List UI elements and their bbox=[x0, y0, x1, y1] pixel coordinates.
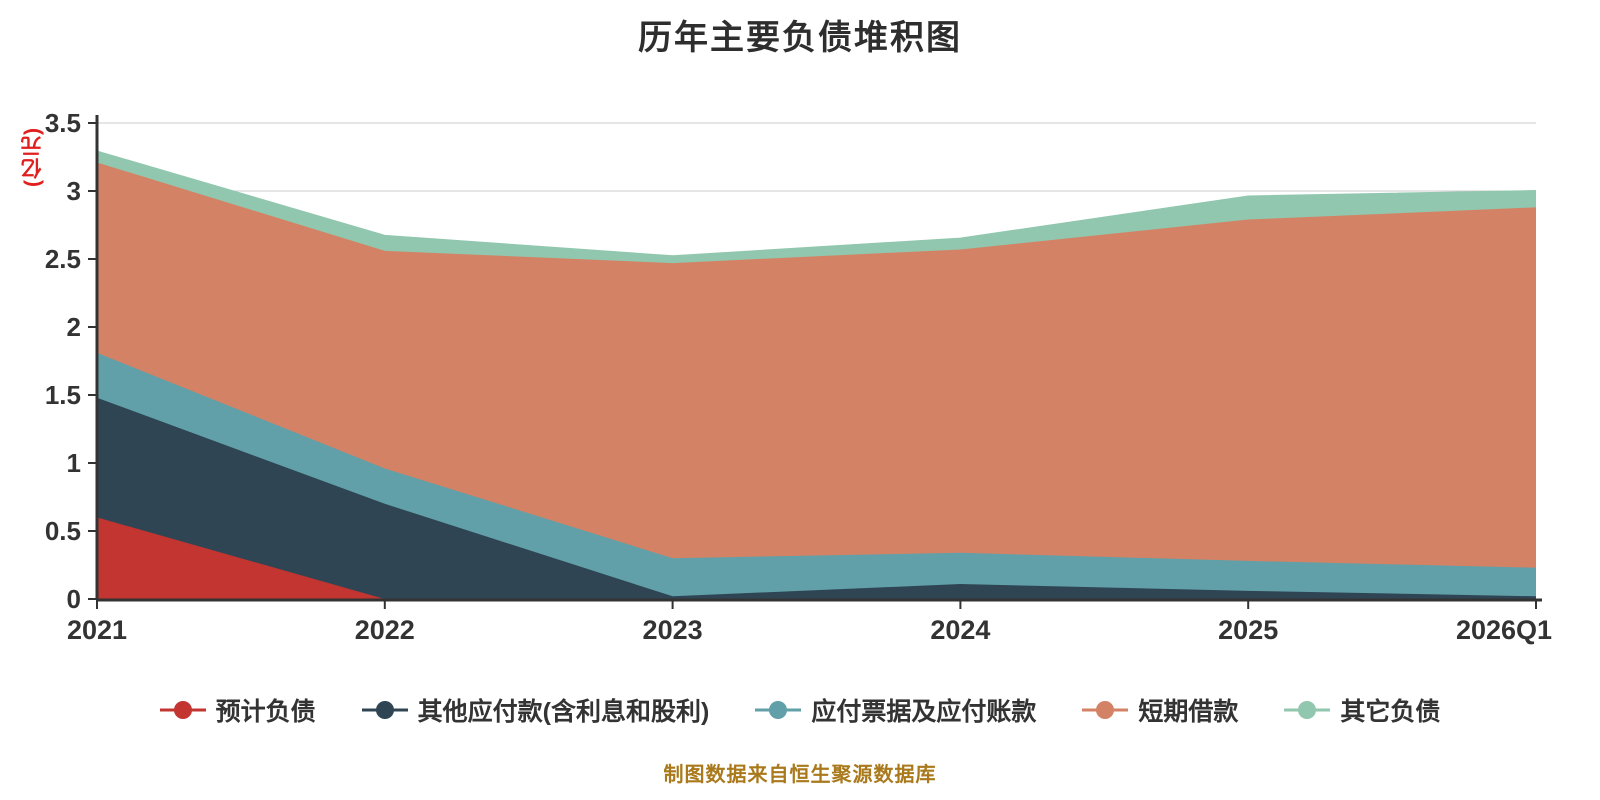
x-label-2024: 2024 bbox=[930, 615, 990, 645]
legend-item-2[interactable]: 应付票据及应付账款 bbox=[755, 692, 1036, 728]
x-label-2023: 2023 bbox=[643, 615, 703, 645]
area-series-0 bbox=[97, 517, 1536, 599]
chart-title: 历年主要负债堆积图 bbox=[638, 19, 962, 57]
legend-item-4[interactable]: 其它负债 bbox=[1284, 692, 1440, 728]
legend-marker-icon bbox=[1284, 701, 1331, 719]
legend-item-1[interactable]: 其他应付款(含利息和股利) bbox=[361, 692, 710, 728]
y-label-1: 1 bbox=[67, 448, 81, 478]
legend: 预计负债 其他应付款(含利息和股利) 应付票据及应付账款 短期借款 其它负债 bbox=[0, 692, 1600, 728]
y-label-1.5: 1.5 bbox=[45, 380, 81, 410]
legend-label: 应付票据及应付账款 bbox=[811, 698, 1037, 726]
x-label-2022: 2022 bbox=[355, 615, 415, 645]
area-series-2 bbox=[97, 352, 1536, 597]
y-label-2.5: 2.5 bbox=[45, 244, 81, 274]
legend-marker-icon bbox=[755, 701, 802, 719]
area-series-1 bbox=[97, 397, 1536, 599]
y-label-0.5: 0.5 bbox=[45, 516, 81, 546]
legend-marker-icon bbox=[361, 701, 408, 719]
legend-label: 短期借款 bbox=[1138, 698, 1239, 726]
legend-item-3[interactable]: 短期借款 bbox=[1082, 692, 1238, 728]
y-label-2: 2 bbox=[67, 312, 81, 342]
legend-label: 其它负债 bbox=[1340, 698, 1441, 726]
data-source-caption: 制图数据来自恒生聚源数据库 bbox=[663, 764, 937, 786]
x-label-2021: 2021 bbox=[67, 615, 127, 645]
area-series-4 bbox=[97, 151, 1536, 264]
x-label-2025: 2025 bbox=[1218, 615, 1278, 645]
legend-item-0[interactable]: 预计负债 bbox=[159, 692, 316, 728]
x-label-2026Q1: 2026Q1 bbox=[1456, 615, 1552, 645]
area-series-3 bbox=[97, 162, 1536, 568]
y-label-0: 0 bbox=[67, 584, 81, 614]
y-label-3.5: 3.5 bbox=[45, 108, 81, 138]
legend-marker-icon bbox=[159, 701, 206, 719]
legend-label: 其他应付款(含利息和股利) bbox=[417, 698, 710, 726]
line-series-4 bbox=[96, 150, 1537, 258]
legend-marker-icon bbox=[1082, 701, 1129, 719]
legend-label: 预计负债 bbox=[215, 698, 316, 726]
y-label-3: 3 bbox=[67, 176, 81, 206]
line-series-1 bbox=[96, 396, 1537, 598]
